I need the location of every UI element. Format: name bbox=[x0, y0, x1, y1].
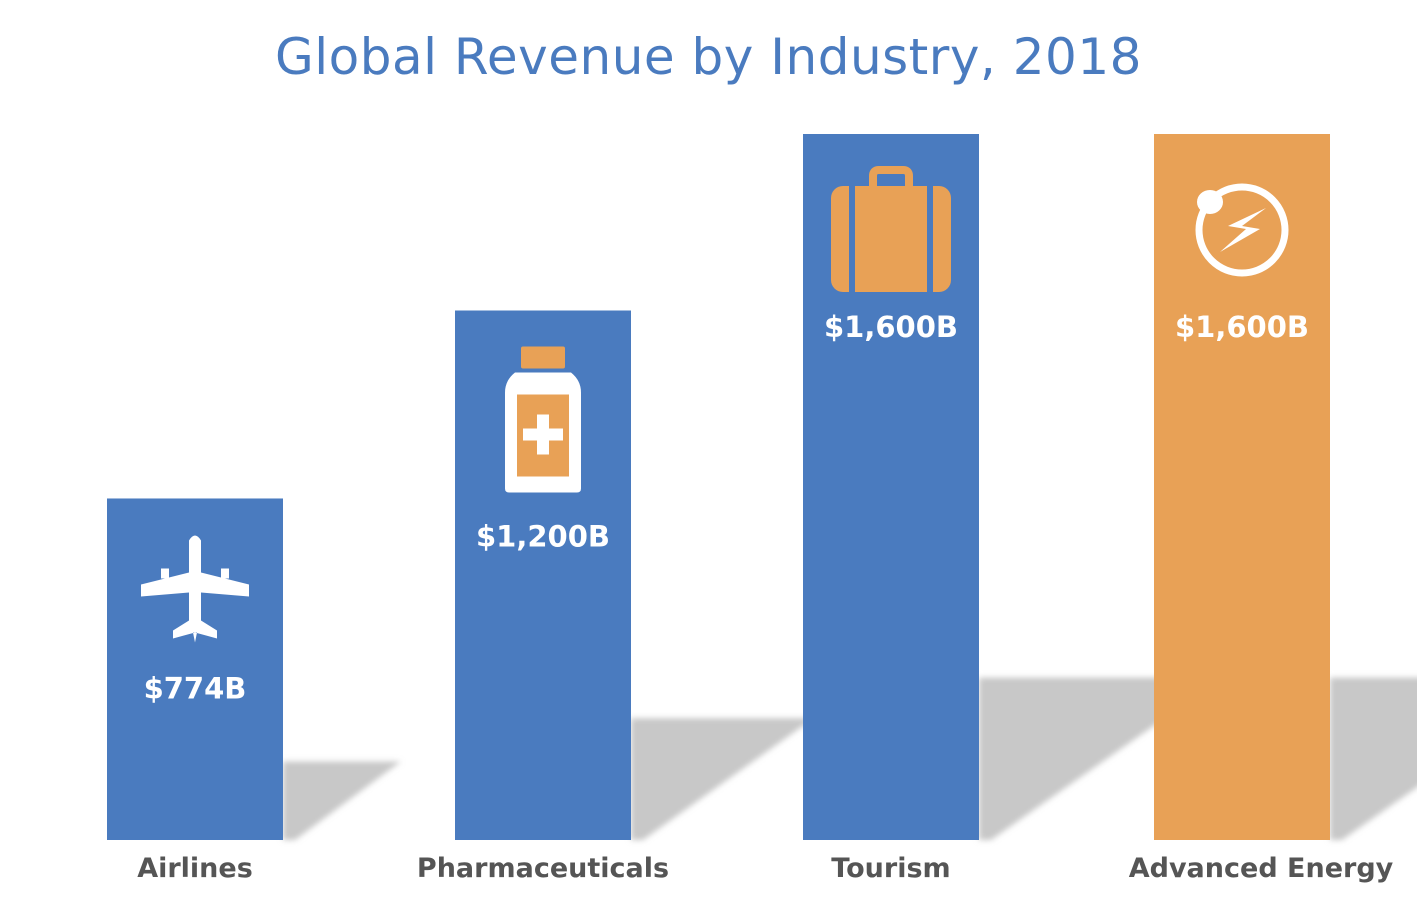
medicine-bottle-icon bbox=[505, 346, 581, 493]
bar-group-airlines: $774B Airlines bbox=[107, 498, 401, 884]
data-label: $1,200B bbox=[476, 520, 610, 554]
bar-group-tourism: $1,600B Tourism bbox=[803, 134, 1223, 884]
category-label: Advanced Energy bbox=[1129, 853, 1394, 884]
bar-shadow bbox=[631, 718, 814, 840]
bar-shadow bbox=[283, 761, 401, 840]
airplane-icon bbox=[141, 535, 249, 643]
data-label: $1,600B bbox=[1175, 310, 1309, 344]
data-label: $774B bbox=[144, 671, 247, 705]
suitcase-icon bbox=[831, 166, 951, 292]
energy-icon bbox=[1195, 183, 1289, 277]
bar-shadow bbox=[1330, 677, 1417, 840]
bar bbox=[1154, 134, 1330, 840]
category-label: Airlines bbox=[137, 853, 253, 884]
chart-title: Global Revenue by Industry, 2018 bbox=[275, 28, 1142, 86]
bar-group-advanced-energy: $1,600B Advanced Energy bbox=[1129, 134, 1417, 884]
data-label: $1,600B bbox=[824, 310, 958, 344]
bar-group-pharmaceuticals: $1,200B Pharmaceuticals bbox=[417, 310, 814, 884]
category-label: Pharmaceuticals bbox=[417, 853, 669, 884]
category-label: Tourism bbox=[831, 853, 950, 884]
